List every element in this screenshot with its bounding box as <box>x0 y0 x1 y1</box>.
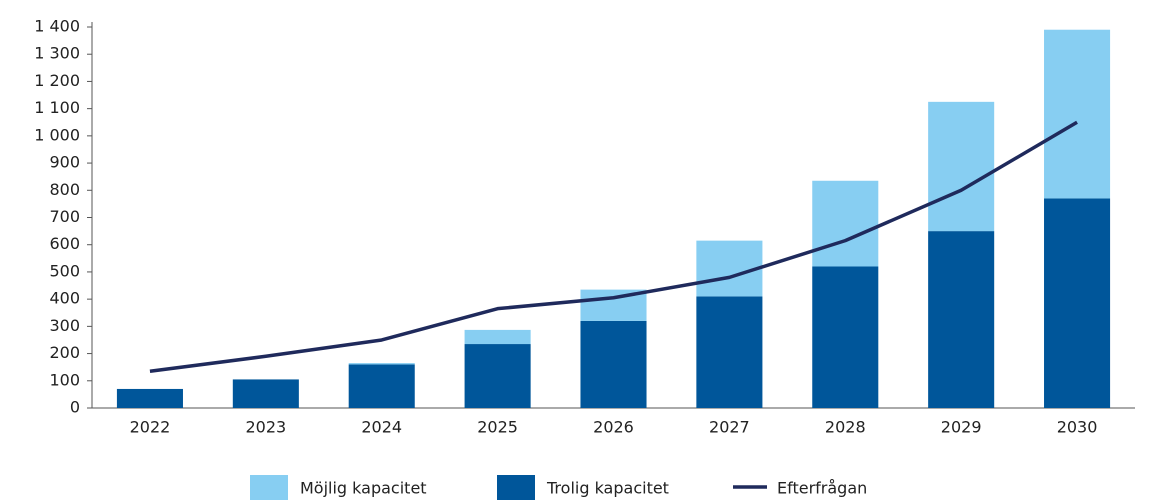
y-tick-label: 1 100 <box>34 98 80 117</box>
y-tick-label: 600 <box>49 234 80 253</box>
x-tick-label: 2026 <box>593 418 634 437</box>
y-tick-label: 300 <box>49 316 80 335</box>
y-tick-label: 100 <box>49 370 80 389</box>
x-tick-label: 2023 <box>245 418 286 437</box>
y-tick-label: 800 <box>49 180 80 199</box>
y-tick-label: 400 <box>49 289 80 308</box>
bar-segment <box>348 363 415 365</box>
line <box>149 120 1078 373</box>
bar-segment <box>348 364 415 408</box>
legend-label: Möjlig kapacitet <box>300 479 427 498</box>
y-tick-label: 500 <box>49 261 80 280</box>
bar-segment <box>928 231 995 408</box>
y-tick-label: 700 <box>49 207 80 226</box>
x-tick-label: 2030 <box>1057 418 1098 437</box>
bar-segment <box>696 240 763 297</box>
bar-segment <box>116 388 183 408</box>
bar-segment <box>812 266 879 408</box>
bar-segment <box>464 329 531 345</box>
x-tick-label: 2025 <box>477 418 518 437</box>
x-tick-label: 2029 <box>941 418 982 437</box>
y-tick-label: 0 <box>70 398 80 417</box>
y-tick-label: 900 <box>49 153 80 172</box>
y-tick-label: 1 400 <box>34 17 80 36</box>
x-tick-label: 2027 <box>709 418 750 437</box>
bar-segment <box>928 101 995 232</box>
bar-segment <box>696 296 763 408</box>
legend-label: Trolig kapacitet <box>546 479 669 498</box>
y-tick-label: 200 <box>49 343 80 362</box>
legend-swatch <box>250 475 288 500</box>
bar-segment <box>580 320 647 408</box>
bar-segment <box>232 379 299 408</box>
y-tick-label: 1 300 <box>34 44 80 63</box>
bar-segment <box>464 344 531 408</box>
y-tick-label: 1 200 <box>34 71 80 90</box>
legend-swatch <box>497 475 535 500</box>
x-tick-label: 2024 <box>361 418 402 437</box>
legend-label: Efterfrågan <box>777 479 867 498</box>
bar-segment <box>1044 29 1111 199</box>
x-tick-label: 2028 <box>825 418 866 437</box>
x-tick-label: 2022 <box>130 418 171 437</box>
y-tick-label: 1 000 <box>34 125 80 144</box>
bar-segment <box>812 180 879 267</box>
bar-segment <box>1044 198 1111 408</box>
